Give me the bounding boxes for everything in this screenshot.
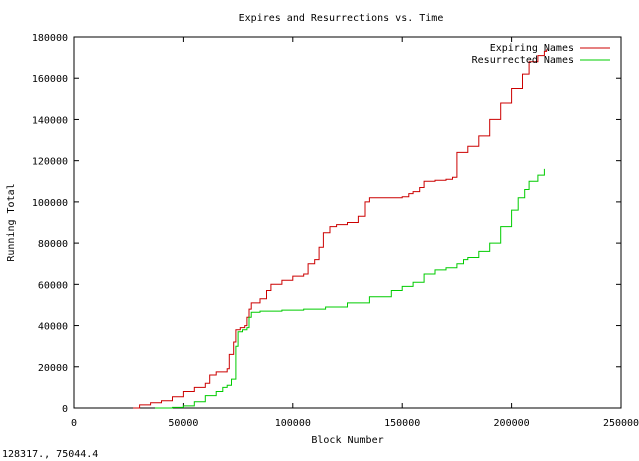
series-line-expiring-names [133,49,548,409]
legend-label: Expiring Names [490,43,574,54]
y-tick-label: 160000 [32,74,68,85]
x-tick-label: 250000 [603,418,639,429]
coordinate-readout: 128317., 75044.4 [2,449,99,460]
plot-frame [73,36,622,409]
x-tick-label: 150000 [384,418,420,429]
y-tick-label: 60000 [38,280,68,291]
y-tick-label: 0 [62,404,68,415]
y-tick-label: 180000 [32,33,68,44]
legend-label: Resurrected Names [472,55,574,66]
y-tick-label: 20000 [38,363,68,374]
chart-title: Expires and Resurrections vs. Time [239,13,444,24]
y-tick-label: 80000 [38,239,68,250]
y-axis: 0 20000 40000 60000 80000 100000 120000 140000 1… [32,33,621,415]
x-tick-label: 0 [71,418,77,429]
x-tick-label: 50000 [168,418,198,429]
x-axis: 0 50000 100000 150000 200000 250000 [71,37,639,429]
y-tick-label: 100000 [32,198,68,209]
series-layer [133,49,548,409]
x-tick-label: 200000 [494,418,530,429]
y-tick-label: 40000 [38,322,68,333]
series-line-resurrected-names [155,168,545,409]
x-axis-label: Block Number [311,435,383,446]
y-tick-label: 120000 [32,157,68,168]
y-axis-label: Running Total [6,183,17,261]
x-tick-label: 100000 [275,418,311,429]
y-tick-label: 140000 [32,115,68,126]
